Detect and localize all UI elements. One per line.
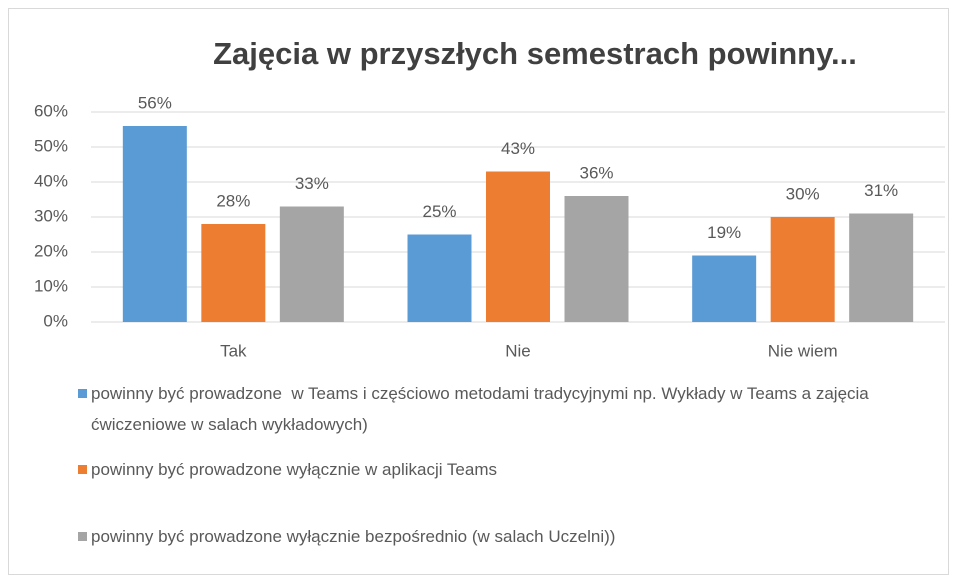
data-label: 56% bbox=[138, 93, 172, 112]
legend-item: powinny być prowadzone wyłącznie w aplik… bbox=[78, 454, 948, 485]
chart-title: Zajęcia w przyszłych semestrach powinny.… bbox=[213, 36, 857, 71]
legend: powinny być prowadzone w Teams i częścio… bbox=[78, 378, 948, 552]
x-tick-label: Nie wiem bbox=[768, 341, 838, 360]
data-label: 33% bbox=[295, 174, 329, 193]
data-label: 30% bbox=[786, 184, 820, 203]
data-label: 31% bbox=[864, 181, 898, 200]
bar bbox=[407, 234, 472, 322]
legend-swatch bbox=[78, 532, 87, 541]
bar bbox=[849, 213, 914, 322]
bar bbox=[279, 206, 344, 322]
y-tick-label: 40% bbox=[34, 171, 68, 190]
bar bbox=[201, 224, 266, 322]
legend-swatch bbox=[78, 389, 87, 398]
x-tick-label: Tak bbox=[220, 341, 247, 360]
legend-item: powinny być prowadzone wyłącznie bezpośr… bbox=[78, 521, 948, 552]
data-label: 36% bbox=[579, 163, 613, 182]
legend-label: powinny być prowadzone w Teams i częścio… bbox=[91, 384, 874, 434]
y-tick-label: 0% bbox=[43, 311, 68, 330]
y-tick-label: 20% bbox=[34, 241, 68, 260]
bar bbox=[486, 171, 550, 322]
y-tick-label: 50% bbox=[34, 136, 68, 155]
y-tick-label: 30% bbox=[34, 206, 68, 225]
y-tick-label: 10% bbox=[34, 276, 68, 295]
data-label: 43% bbox=[501, 139, 535, 158]
bar bbox=[122, 126, 187, 322]
y-tick-label: 60% bbox=[34, 101, 68, 120]
legend-swatch bbox=[78, 465, 87, 474]
x-tick-label: Nie bbox=[505, 341, 531, 360]
data-label: 28% bbox=[216, 191, 250, 210]
bar bbox=[692, 255, 757, 322]
data-label: 25% bbox=[422, 202, 456, 221]
bar bbox=[564, 196, 629, 322]
legend-label: powinny być prowadzone wyłącznie w aplik… bbox=[91, 460, 497, 479]
data-label: 19% bbox=[707, 223, 741, 242]
legend-label: powinny być prowadzone wyłącznie bezpośr… bbox=[91, 527, 616, 546]
legend-item: powinny być prowadzone w Teams i częścio… bbox=[78, 378, 948, 440]
bar bbox=[770, 217, 835, 322]
